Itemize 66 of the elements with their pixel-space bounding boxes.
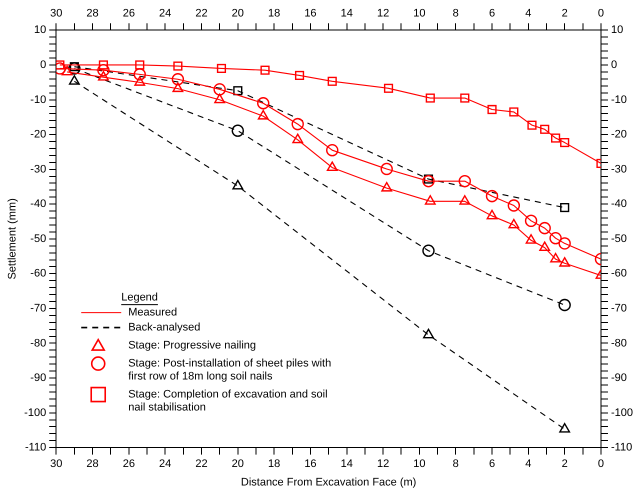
x2-tick-label: 10 [413, 458, 426, 470]
legend-label: Stage: Post-installation of sheet piles with first row of 18m long soil nails [128, 358, 332, 383]
legend-title: Legend [121, 292, 158, 304]
x-tick-label: 24 [159, 8, 172, 20]
y2-tick-label: -60 [610, 268, 627, 280]
x2-tick-label: 26 [122, 458, 135, 470]
y-axis-title: Settlement (mm) [6, 198, 19, 280]
x-tick-label: 16 [304, 8, 317, 20]
x-tick-label: 6 [488, 8, 496, 20]
x-tick-label: 2 [562, 8, 568, 20]
x2-tick-label: 12 [376, 458, 390, 470]
x-tick-label: 4 [525, 8, 532, 20]
x2-tick-label: 6 [488, 458, 496, 470]
x-tick-label: 30 [50, 8, 62, 20]
x2-tick-label: 30 [50, 458, 62, 470]
x-tick-label: 26 [122, 8, 135, 20]
y-tick-label: -80 [30, 337, 46, 350]
x-tick-label: 14 [340, 8, 353, 20]
x-tick-label: 12 [376, 8, 390, 20]
x2-tick-label: 2 [562, 458, 568, 470]
x-tick-label: 28 [86, 8, 99, 20]
y2-tick-label: 0 [610, 59, 618, 72]
y-tick-label: -30 [30, 163, 46, 176]
y-tick-label: -60 [30, 268, 46, 280]
y-tick-label: -70 [30, 302, 46, 314]
y-tick-label: 10 [34, 24, 46, 36]
x2-tick-label: 14 [340, 458, 353, 470]
y2-tick-label: -40 [610, 198, 627, 210]
x2-tick-label: 16 [304, 458, 317, 470]
x-tick-label: 0 [598, 8, 604, 20]
x-axis-title: Distance From Excavation Face (m) [240, 476, 416, 488]
x2-tick-label: 8 [452, 458, 459, 470]
y-tick-label: -10 [30, 94, 46, 106]
y-tick-label: 0 [40, 59, 46, 72]
y-tick-label: -20 [30, 128, 46, 141]
y-tick-label: -90 [30, 372, 46, 384]
x-tick-label: 8 [452, 8, 459, 20]
y-tick-label: -110 [25, 442, 46, 454]
annotation: Measured [128, 306, 178, 319]
y2-tick-label: -20 [610, 128, 627, 141]
y-tick-label: -50 [30, 232, 46, 245]
y-tick-label: -100 [24, 406, 46, 419]
x-tick-label: 20 [232, 8, 244, 20]
legend-label: Stage: Completion of excavation and soil nail stabilisation [128, 388, 328, 414]
annotation: Back-analysed [128, 322, 200, 334]
x-tick-label: 10 [413, 8, 426, 20]
x2-tick-label: 28 [86, 458, 99, 470]
y2-tick-label: -50 [610, 232, 627, 245]
y2-tick-label: -110 [610, 442, 632, 454]
x2-tick-label: 22 [195, 458, 208, 470]
x2-tick-label: 18 [268, 458, 280, 470]
x-tick-label: 18 [268, 8, 280, 20]
x-tick-label: 22 [195, 8, 208, 20]
x2-tick-label: 24 [159, 458, 172, 470]
y2-tick-label: -100 [610, 406, 634, 419]
y2-tick-label: -70 [610, 302, 627, 314]
x2-tick-label: 4 [525, 458, 532, 470]
y2-tick-label: -90 [610, 372, 627, 384]
legend-label: Stage: Progressive nailing [128, 340, 256, 352]
x2-tick-label: 0 [598, 458, 604, 470]
y2-tick-label: 10 [610, 24, 624, 36]
x2-tick-label: 20 [232, 458, 244, 470]
y2-tick-label: -80 [610, 337, 627, 350]
y2-tick-label: -30 [610, 163, 627, 176]
y2-tick-label: -10 [610, 94, 627, 106]
y-tick-label: -40 [30, 198, 46, 210]
